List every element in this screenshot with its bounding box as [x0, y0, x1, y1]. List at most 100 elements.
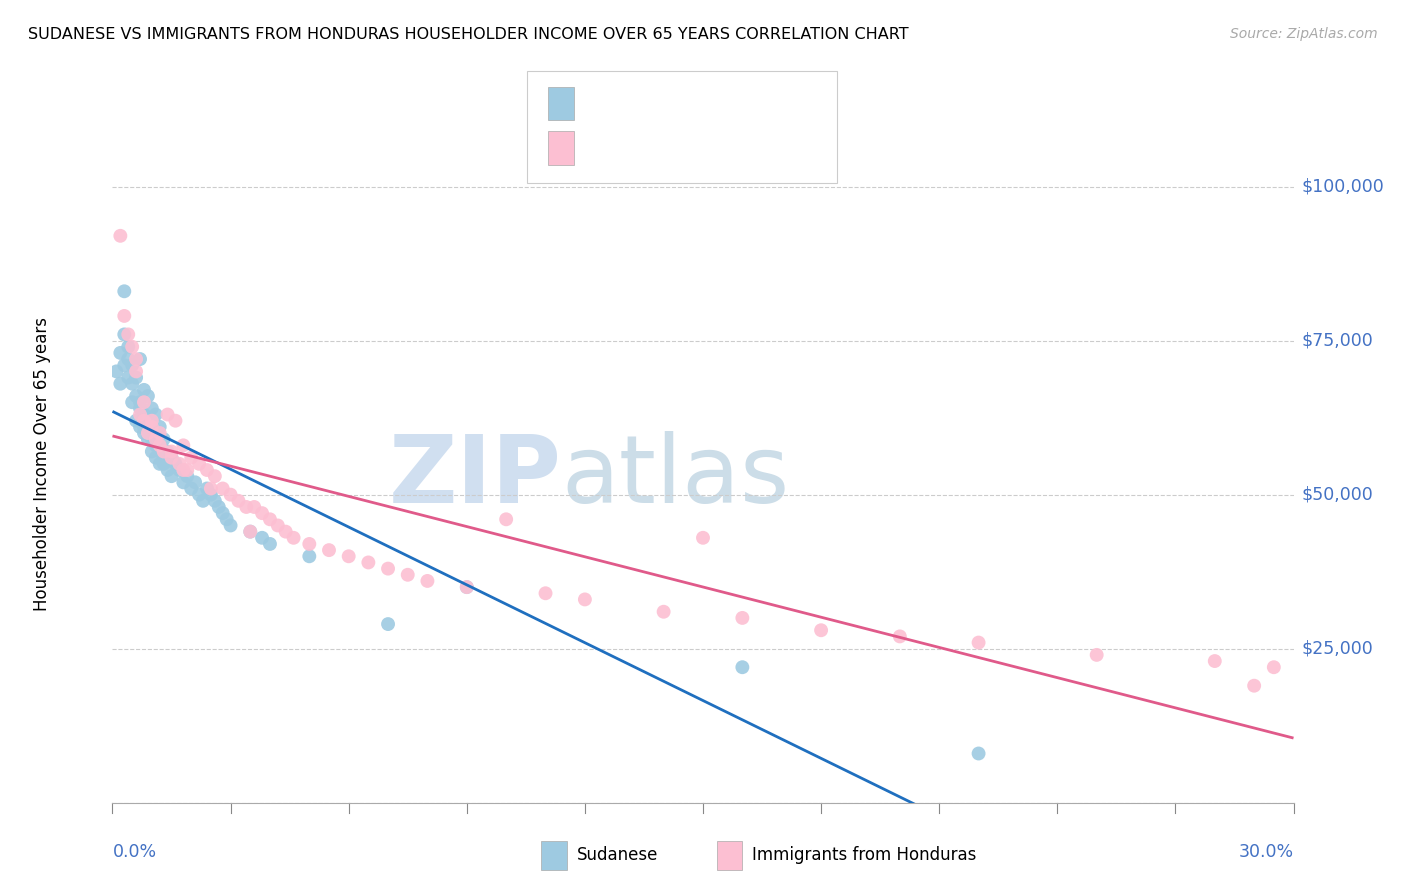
Point: [117, 327, 139, 342]
Point: [129, 401, 152, 416]
Point: [416, 574, 439, 588]
Point: [172, 438, 194, 452]
Point: [132, 383, 155, 397]
Point: [810, 624, 832, 638]
Point: [1263, 660, 1285, 674]
Point: [129, 408, 152, 422]
Point: [132, 408, 155, 422]
Point: [172, 475, 194, 490]
Point: [191, 493, 214, 508]
Point: [117, 340, 139, 354]
Point: [204, 493, 226, 508]
Point: [121, 376, 143, 391]
Point: [243, 500, 266, 514]
Point: [121, 358, 143, 372]
Point: [160, 444, 183, 458]
Point: [136, 432, 159, 446]
Point: [149, 425, 172, 440]
Point: [152, 432, 174, 446]
Point: [117, 370, 139, 384]
Point: [136, 425, 159, 440]
Point: [967, 635, 990, 649]
Point: [200, 482, 222, 496]
Point: [125, 352, 148, 367]
Point: [121, 340, 143, 354]
Point: [160, 450, 183, 465]
Point: [165, 414, 187, 428]
Point: [184, 475, 207, 490]
Point: [250, 506, 273, 520]
Point: [160, 450, 183, 465]
Point: [176, 469, 198, 483]
Point: [152, 457, 174, 471]
Text: N =: N =: [689, 140, 725, 158]
Point: [298, 549, 321, 564]
Point: [731, 660, 754, 674]
Text: 61: 61: [723, 140, 745, 158]
Point: [180, 482, 202, 496]
Text: Sudanese: Sudanese: [576, 847, 658, 864]
Point: [125, 364, 148, 378]
Point: [188, 488, 211, 502]
Point: [112, 285, 135, 299]
Point: [145, 408, 167, 422]
Point: [259, 512, 281, 526]
Point: [132, 414, 155, 428]
Point: [145, 438, 167, 452]
Text: 0.0%: 0.0%: [112, 844, 156, 862]
Point: [259, 537, 281, 551]
Point: [110, 376, 132, 391]
Point: [136, 425, 159, 440]
Point: [692, 531, 714, 545]
Point: [149, 457, 172, 471]
Point: [136, 389, 159, 403]
Point: [132, 425, 155, 440]
Point: [156, 408, 179, 422]
Point: [152, 444, 174, 458]
Point: [495, 512, 517, 526]
Point: [357, 556, 380, 570]
Point: [125, 370, 148, 384]
Point: [283, 531, 305, 545]
Point: [377, 561, 399, 575]
Point: [239, 524, 262, 539]
Text: -0.524: -0.524: [627, 95, 686, 113]
Point: [160, 469, 183, 483]
Point: [318, 543, 340, 558]
Point: [145, 450, 167, 465]
Point: [652, 605, 675, 619]
Text: R =: R =: [585, 95, 621, 113]
Point: [200, 488, 222, 502]
Text: -0.359: -0.359: [627, 140, 686, 158]
Text: Householder Income Over 65 years: Householder Income Over 65 years: [32, 317, 51, 611]
Point: [1243, 679, 1265, 693]
Text: 64: 64: [723, 95, 745, 113]
Point: [149, 438, 172, 452]
Point: [274, 524, 297, 539]
Text: N =: N =: [689, 95, 725, 113]
Text: $100,000: $100,000: [1302, 178, 1385, 195]
Point: [208, 500, 231, 514]
Point: [110, 346, 132, 360]
Text: $25,000: $25,000: [1302, 640, 1374, 657]
Point: [534, 586, 557, 600]
Text: $75,000: $75,000: [1302, 332, 1374, 350]
Text: Source: ZipAtlas.com: Source: ZipAtlas.com: [1230, 27, 1378, 41]
Point: [889, 629, 911, 643]
Text: atlas: atlas: [561, 432, 790, 524]
Point: [731, 611, 754, 625]
Text: $50,000: $50,000: [1302, 485, 1374, 504]
Point: [132, 420, 155, 434]
Point: [149, 444, 172, 458]
Point: [141, 401, 163, 416]
Point: [149, 420, 172, 434]
Point: [219, 488, 242, 502]
Point: [235, 500, 257, 514]
Point: [574, 592, 596, 607]
Point: [112, 327, 135, 342]
Point: [1085, 648, 1108, 662]
Point: [267, 518, 290, 533]
Point: [141, 432, 163, 446]
Point: [125, 389, 148, 403]
Point: [169, 457, 191, 471]
